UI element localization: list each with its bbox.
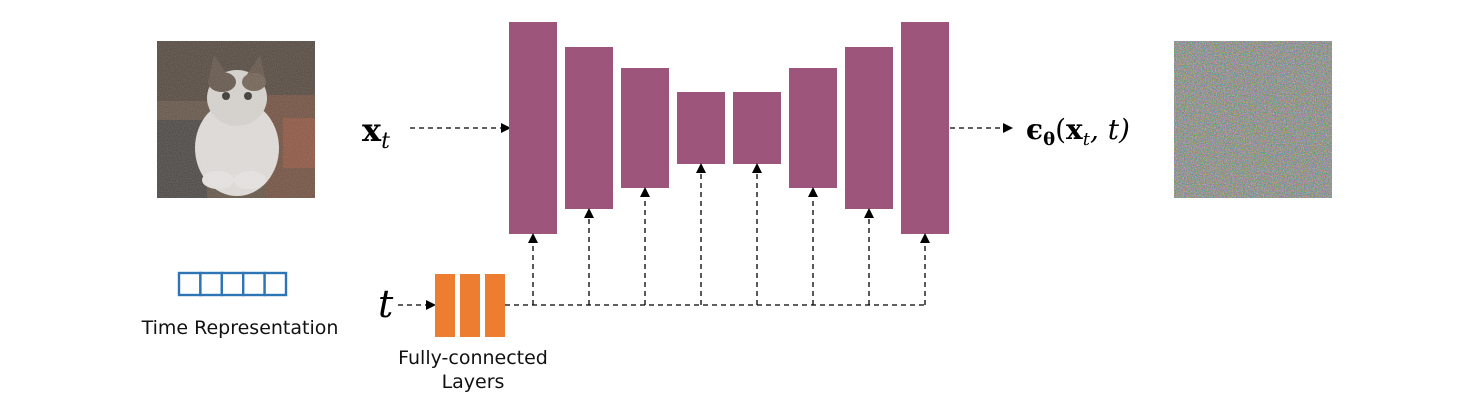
fully-connected-label: Fully-connected Layers bbox=[360, 346, 586, 394]
time-representation-cell bbox=[241, 271, 266, 297]
fully-connected-label-line1: Fully-connected bbox=[398, 347, 548, 369]
time-representation-cell bbox=[263, 271, 288, 297]
unet-block-2 bbox=[565, 47, 613, 209]
t-label: t bbox=[378, 282, 394, 326]
epsilon-theta-label: ϵθ(xt, t) bbox=[1026, 113, 1130, 150]
time-representation-cell bbox=[177, 271, 202, 297]
fully-connected-layers bbox=[435, 274, 505, 337]
unet-block-5 bbox=[733, 92, 781, 164]
fc-layer-1 bbox=[435, 274, 455, 337]
unet-block-3 bbox=[621, 68, 669, 188]
time-representation-label: Time Representation bbox=[141, 317, 339, 339]
fc-layer-2 bbox=[460, 274, 480, 337]
time-embedding-connections bbox=[505, 163, 930, 306]
noise-output-image bbox=[1174, 41, 1332, 198]
noisy-cat-image bbox=[157, 41, 315, 198]
unet-block-7 bbox=[845, 47, 893, 209]
fc-layer-3 bbox=[485, 274, 505, 337]
xt-label: xt bbox=[362, 111, 390, 154]
time-representation-cell bbox=[220, 271, 245, 297]
unet-block-4 bbox=[677, 92, 725, 164]
time-representation-cell bbox=[199, 271, 223, 297]
time-representation-vector bbox=[177, 271, 288, 297]
unet-blocks bbox=[509, 22, 949, 234]
unet-block-8 bbox=[901, 22, 949, 234]
fully-connected-label-line2: Layers bbox=[441, 371, 505, 393]
unet-block-1 bbox=[509, 22, 557, 234]
unet-block-6 bbox=[789, 68, 837, 188]
